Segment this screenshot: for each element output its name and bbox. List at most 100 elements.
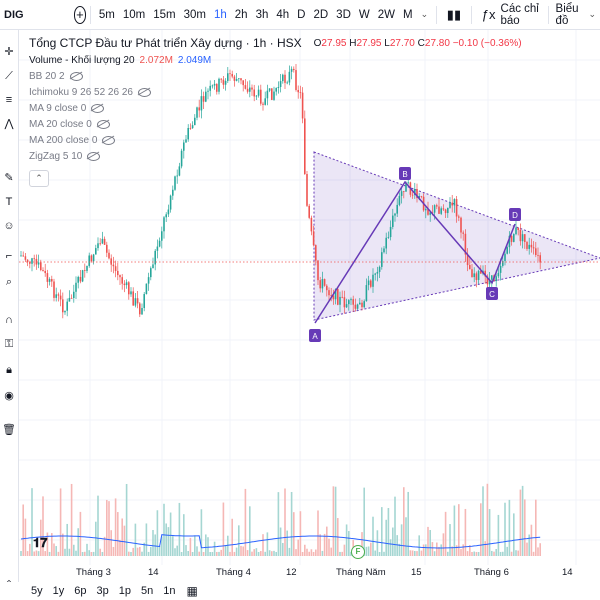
candle-body: [297, 89, 299, 93]
volume-bar: [185, 545, 187, 556]
indicator-row[interactable]: BB 20 2: [29, 68, 522, 84]
volume-legend[interactable]: Volume - Khối lượng 20 2.072M 2.049M: [29, 52, 522, 68]
interval-5m[interactable]: 5m: [98, 8, 115, 21]
interval-w[interactable]: W: [358, 8, 370, 21]
chevron-down-icon[interactable]: ⌄: [420, 8, 429, 19]
indicator-row[interactable]: MA 9 close 0: [29, 100, 522, 116]
volume-bar: [484, 541, 486, 556]
trend-line-icon[interactable]: ⟋: [5, 70, 13, 82]
volume-bar: [114, 498, 117, 556]
volume-bar: [376, 530, 379, 556]
symbol-name[interactable]: DIG: [4, 8, 24, 21]
volume-bar: [88, 550, 90, 556]
volume-bar: [77, 528, 79, 556]
volume-bar: [26, 551, 29, 556]
zoom-icon[interactable]: ⌕: [5, 276, 13, 288]
candle-body: [273, 91, 275, 100]
candle-body: [392, 215, 394, 227]
indicator-row[interactable]: Ichimoku 9 26 52 26 26: [29, 84, 522, 100]
calendar-icon[interactable]: ▦: [186, 584, 198, 598]
interval-30m[interactable]: 30m: [183, 8, 206, 21]
volume-bar: [86, 543, 88, 556]
lock-draw-icon[interactable]: ⚿: [4, 338, 14, 350]
volume-bar: [528, 534, 530, 556]
volume-bar: [75, 550, 77, 556]
hidden-eye-icon[interactable]: [91, 103, 105, 113]
interval-m[interactable]: M: [402, 8, 413, 21]
range-1p[interactable]: 1p: [118, 585, 131, 597]
hidden-eye-icon[interactable]: [69, 71, 83, 81]
fib-icon[interactable]: ≡: [5, 94, 13, 106]
event-marker[interactable]: F: [351, 545, 365, 559]
volume-bar: [187, 550, 189, 556]
interval-2h[interactable]: 2h: [234, 8, 248, 21]
volume-bar: [427, 526, 429, 556]
candle-body: [480, 270, 482, 274]
candle-body: [53, 281, 55, 298]
range-5n[interactable]: 5n: [141, 585, 154, 597]
hidden-eye-icon[interactable]: [87, 151, 101, 161]
volume-bar: [24, 518, 27, 556]
hidden-eye-icon[interactable]: [137, 87, 151, 97]
range-1y[interactable]: 1y: [52, 585, 65, 597]
brush-icon[interactable]: ✎: [4, 172, 14, 184]
compare-add-icon[interactable]: +: [73, 5, 87, 24]
volume-bar: [279, 527, 282, 556]
volume-bar: [156, 510, 159, 556]
collapse-legend-button[interactable]: ⌃: [29, 170, 49, 187]
range-5y[interactable]: 5y: [31, 585, 43, 597]
text-icon[interactable]: T: [5, 196, 13, 208]
candle-body: [301, 92, 304, 119]
magnet-icon[interactable]: ∩: [5, 314, 13, 326]
volume-bar: [57, 551, 60, 556]
range-6p[interactable]: 6p: [74, 585, 87, 597]
volume-bar: [499, 551, 502, 556]
interval-2w[interactable]: 2W: [377, 8, 395, 21]
volume-bar: [378, 551, 381, 556]
volume-bar: [33, 551, 35, 556]
indicator-row[interactable]: MA 20 close 0: [29, 116, 522, 132]
volume-bar: [264, 551, 266, 556]
emoji-icon[interactable]: ☺: [3, 220, 15, 232]
indicators-icon[interactable]: ƒx: [481, 7, 496, 22]
chart-type-button[interactable]: Biểu đồ: [555, 2, 579, 27]
candle-body: [75, 282, 77, 292]
volume-bar: [227, 535, 229, 556]
interval-3d[interactable]: 3D: [336, 8, 351, 21]
candle-body: [466, 254, 469, 266]
price-chart[interactable]: A B C D: [19, 30, 600, 580]
interval-15m[interactable]: 15m: [153, 8, 176, 21]
cursor-icon[interactable]: ✛: [4, 46, 14, 58]
range-1n[interactable]: 1n: [163, 585, 176, 597]
indicators-button[interactable]: Các chỉ báo: [500, 2, 539, 27]
trash-icon[interactable]: 🗑︎: [2, 424, 16, 436]
candle-body: [519, 229, 522, 242]
hidden-eye-icon[interactable]: [102, 135, 116, 145]
eye-icon[interactable]: ◉: [4, 390, 14, 402]
candle-body: [246, 88, 249, 92]
candles-chart-icon[interactable]: ▮▮: [446, 6, 462, 22]
lock-icon[interactable]: 🔒︎: [6, 364, 12, 376]
volume-bar: [161, 536, 163, 556]
candle-body: [86, 265, 88, 271]
interval-3h[interactable]: 3h: [255, 8, 269, 21]
interval-d[interactable]: D: [297, 8, 306, 21]
candle-body: [350, 299, 352, 301]
interval-10m[interactable]: 10m: [122, 8, 146, 21]
ruler-icon[interactable]: ⌐: [5, 250, 13, 262]
indicator-row[interactable]: MA 200 close 0: [29, 132, 522, 148]
interval-2d[interactable]: 2D: [313, 8, 329, 21]
hidden-eye-icon[interactable]: [96, 119, 110, 129]
pattern-point-badge: [509, 208, 521, 221]
instrument-title[interactable]: Tổng CTCP Đầu tư Phát triển Xây dựng · 1…: [29, 36, 302, 50]
candle-body: [216, 83, 218, 92]
volume-bar: [108, 501, 110, 556]
candle-body: [90, 255, 93, 262]
interval-4h[interactable]: 4h: [276, 8, 290, 21]
pattern-icon[interactable]: ⋀: [4, 118, 14, 130]
interval-1h[interactable]: 1h: [213, 8, 227, 21]
range-3p[interactable]: 3p: [96, 585, 109, 597]
volume-bar: [495, 548, 497, 556]
chevron-down-icon[interactable]: ⌄: [588, 9, 597, 19]
indicator-row[interactable]: ZigZag 5 10: [29, 148, 522, 164]
